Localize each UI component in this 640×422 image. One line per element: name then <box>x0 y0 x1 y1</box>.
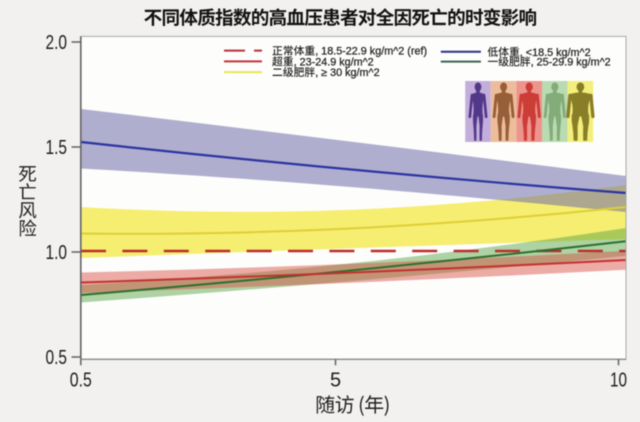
svg-text:1.5: 1.5 <box>46 137 68 159</box>
svg-text:, 23-24.9 kg/m^2: , 23-24.9 kg/m^2 <box>294 56 374 68</box>
svg-text:, 18.5-22.9 kg/m^2 (ref): , 18.5-22.9 kg/m^2 (ref) <box>315 46 427 58</box>
svg-text:2.0: 2.0 <box>46 32 68 54</box>
svg-text:0.5: 0.5 <box>46 347 68 369</box>
svg-text:1.0: 1.0 <box>46 242 68 264</box>
svg-text:, 25-29.9 kg/m^2: , 25-29.9 kg/m^2 <box>531 57 611 69</box>
svg-text:, ≥ 30 kg/m^2: , ≥ 30 kg/m^2 <box>315 67 379 79</box>
svg-text:0.5: 0.5 <box>70 370 92 392</box>
svg-text:, <18.5 kg/m^2: , <18.5 kg/m^2 <box>520 47 591 59</box>
svg-text:5: 5 <box>330 370 341 392</box>
svg-text:10: 10 <box>610 370 627 392</box>
